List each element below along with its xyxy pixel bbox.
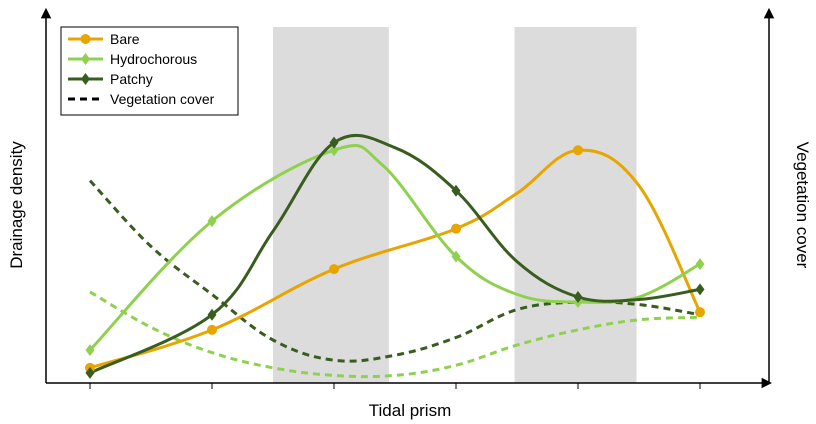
point-bare-5 xyxy=(573,145,583,156)
legend-box xyxy=(60,26,239,116)
legend: Bare Hydrochorous Patchy Vegetation cover xyxy=(60,26,239,116)
shaded-region-2 xyxy=(514,27,637,383)
vegetation-cover-curve-1 xyxy=(88,179,701,363)
axes xyxy=(40,7,775,389)
point-hydrochorous-3 xyxy=(329,144,339,157)
point-patchy-5 xyxy=(573,290,583,303)
legend-label-vegetation-cover: Vegetation cover xyxy=(110,91,215,107)
point-bare-4 xyxy=(451,223,461,234)
series-markers xyxy=(85,136,705,379)
point-bare-3 xyxy=(329,264,339,275)
vegetation-cover-curve-2 xyxy=(89,290,701,379)
point-bare-2 xyxy=(207,324,217,335)
point-patchy-1 xyxy=(85,366,95,379)
legend-label-hydrochorous: Hydrochorous xyxy=(110,51,197,67)
y2-axis-title: Vegetation cover xyxy=(793,142,812,269)
legend-label-bare: Bare xyxy=(110,31,140,47)
point-patchy-2 xyxy=(207,308,217,321)
vegetation-cover-curves xyxy=(88,179,701,379)
shaded-region-1 xyxy=(273,27,389,383)
legend-marker-hydrochorous xyxy=(81,53,90,65)
legend-label-patchy: Patchy xyxy=(110,71,153,87)
point-hydrochorous-4 xyxy=(451,250,461,263)
point-patchy-6 xyxy=(695,283,705,296)
point-hydrochorous-6 xyxy=(695,258,705,271)
legend-marker-patchy xyxy=(81,73,90,85)
point-hydrochorous-1 xyxy=(85,344,95,357)
shaded-regions xyxy=(273,27,637,383)
legend-marker-bare xyxy=(80,34,91,44)
point-hydrochorous-2 xyxy=(207,215,217,228)
y-axis-title: Drainage density xyxy=(7,141,26,269)
x-axis-title: Tidal prism xyxy=(369,401,452,420)
point-patchy-4 xyxy=(451,184,461,197)
series-line-patchy xyxy=(89,133,701,375)
point-bare-6 xyxy=(695,307,705,318)
point-patchy-3 xyxy=(329,136,339,149)
